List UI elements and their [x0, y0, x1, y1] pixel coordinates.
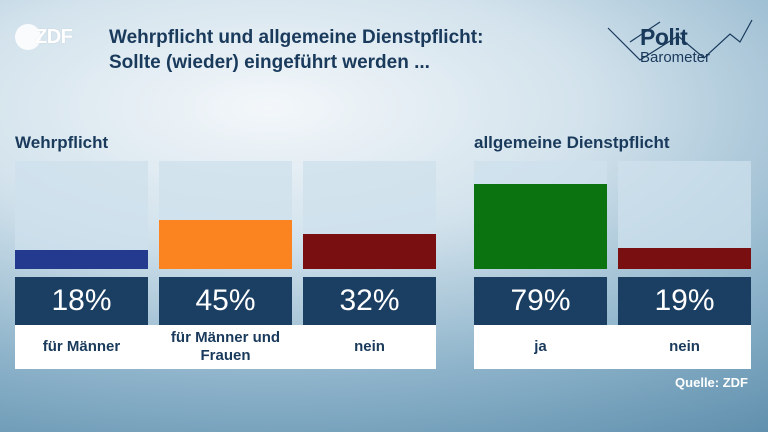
politbarometer-logo-lines: [607, 19, 753, 61]
category-label: für Männer und Frauen: [170, 329, 281, 364]
bar: [303, 234, 436, 269]
bar: [474, 183, 607, 269]
bar-track: [618, 161, 751, 269]
chart-title: Wehrpflicht und allgemeine Dienstpflicht…: [109, 25, 589, 75]
bar: [15, 249, 148, 269]
category-label: nein: [669, 338, 700, 355]
politbarometer-logo-barometer: Barometer: [640, 49, 711, 66]
group-label-dienstpflicht: allgemeine Dienstpflicht: [474, 133, 670, 152]
zdf-logo-text: ZDF: [35, 26, 73, 48]
data-label: 19%: [618, 277, 751, 325]
category-label-strip-dienstpflicht: [474, 325, 751, 369]
category-label-strip-wehrpflicht: [15, 325, 436, 369]
data-label: 45%: [159, 277, 292, 325]
category-label: ja: [534, 338, 547, 355]
category-label: für Männer: [42, 338, 121, 355]
data-label: 32%: [303, 277, 436, 325]
bar: [618, 248, 751, 269]
source-note: Quelle: ZDF: [675, 375, 748, 390]
bar-track: [159, 161, 292, 269]
bar-track: [303, 161, 436, 269]
bar: [159, 220, 292, 269]
title-line-1: Wehrpflicht und allgemeine Dienstpflicht…: [109, 27, 484, 48]
politbarometer-logo-polit: Polit: [640, 24, 688, 50]
zdf-logo: ZDF: [15, 22, 79, 52]
title-line-2: Sollte (wieder) eingeführt werden ...: [109, 52, 430, 73]
group-label-wehrpflicht: Wehrpflicht: [15, 133, 109, 152]
data-label: 79%: [474, 277, 607, 325]
zdf-logo-disc: [15, 24, 41, 50]
bar-track: [15, 161, 148, 269]
bar-track: [474, 161, 607, 269]
category-label: nein: [354, 338, 385, 355]
data-label: 18%: [15, 277, 148, 325]
